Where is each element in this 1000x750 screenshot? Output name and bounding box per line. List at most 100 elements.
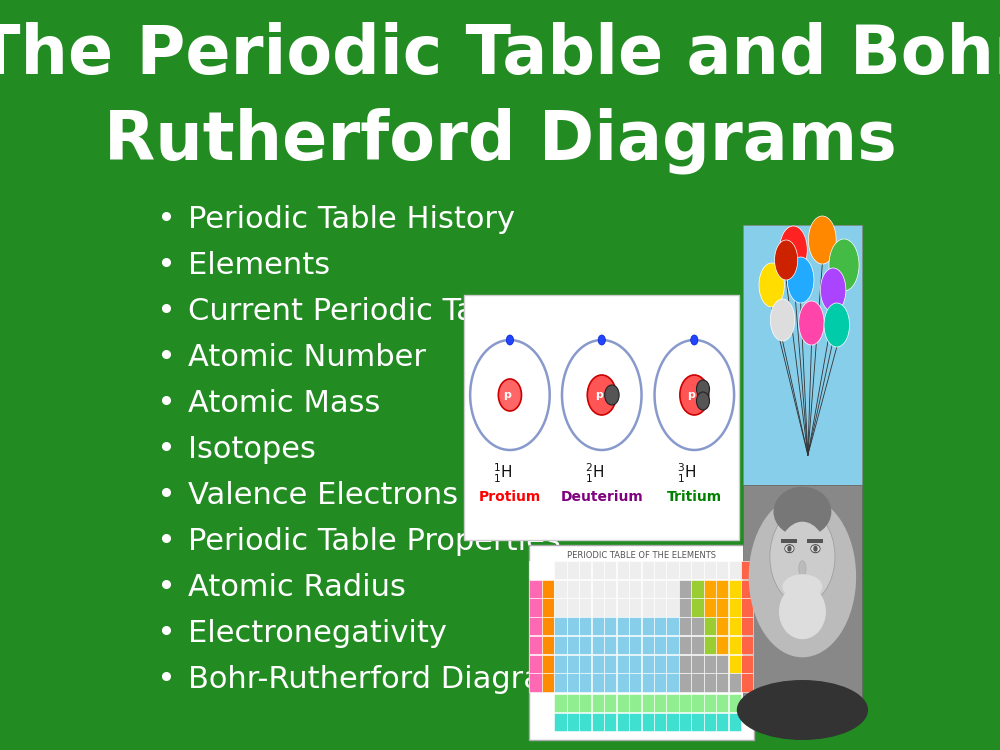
Bar	[604, 598, 616, 616]
Bar	[592, 561, 604, 579]
Bar	[592, 617, 604, 635]
Bar	[579, 674, 591, 692]
Circle shape	[506, 335, 514, 345]
Bar	[666, 561, 679, 579]
Bar	[542, 617, 554, 635]
Bar	[654, 655, 666, 673]
Bar	[604, 655, 616, 673]
Bar	[642, 598, 654, 616]
Bar	[617, 694, 629, 712]
Bar	[542, 636, 554, 654]
Ellipse shape	[824, 303, 849, 347]
Bar	[741, 580, 753, 598]
Bar	[729, 617, 741, 635]
Bar	[617, 712, 629, 731]
Text: Periodic Table History: Periodic Table History	[188, 205, 515, 234]
Bar	[592, 580, 604, 598]
Bar	[704, 674, 716, 692]
Bar	[604, 636, 616, 654]
Bar	[666, 655, 679, 673]
Ellipse shape	[799, 301, 824, 345]
Bar	[654, 694, 666, 712]
Bar	[729, 694, 741, 712]
Bar	[592, 598, 604, 616]
Text: $^1_1$H: $^1_1$H	[493, 462, 512, 485]
Bar	[554, 617, 567, 635]
Bar	[542, 598, 554, 616]
Ellipse shape	[808, 216, 836, 264]
Ellipse shape	[811, 545, 820, 552]
Bar	[654, 636, 666, 654]
Bar	[642, 580, 654, 598]
Circle shape	[696, 380, 710, 398]
Bar	[579, 561, 591, 579]
Ellipse shape	[759, 263, 784, 307]
Circle shape	[691, 335, 698, 345]
Bar	[729, 561, 741, 579]
Bar	[781, 538, 797, 543]
Bar	[567, 561, 579, 579]
Bar	[604, 674, 616, 692]
Bar	[716, 655, 728, 673]
Bar	[554, 580, 567, 598]
Bar	[716, 694, 728, 712]
Bar	[629, 580, 641, 598]
Text: Rutherford Diagrams: Rutherford Diagrams	[104, 108, 897, 175]
Text: Electronegativity: Electronegativity	[188, 619, 447, 648]
Bar	[617, 655, 629, 673]
Bar	[741, 655, 753, 673]
Ellipse shape	[776, 522, 828, 602]
Bar	[679, 655, 691, 673]
Bar	[642, 674, 654, 692]
Bar	[679, 617, 691, 635]
Bar	[679, 694, 691, 712]
Bar	[554, 561, 567, 579]
Bar	[542, 674, 554, 692]
Text: Atomic Radius: Atomic Radius	[188, 573, 406, 602]
Bar	[629, 561, 641, 579]
Bar	[704, 598, 716, 616]
Bar	[554, 655, 567, 673]
Bar	[729, 655, 741, 673]
Text: Current Periodic Table: Current Periodic Table	[188, 297, 522, 326]
Bar	[604, 561, 616, 579]
Bar	[567, 674, 579, 692]
Bar	[729, 598, 741, 616]
Bar	[567, 580, 579, 598]
Ellipse shape	[799, 561, 806, 577]
Bar	[716, 580, 728, 598]
Bar	[629, 636, 641, 654]
Bar	[666, 580, 679, 598]
Bar	[642, 694, 654, 712]
Bar	[579, 636, 591, 654]
Bar	[567, 617, 579, 635]
Ellipse shape	[779, 584, 826, 639]
Bar	[691, 617, 704, 635]
Bar	[629, 617, 641, 635]
Bar	[529, 655, 542, 673]
Bar	[592, 655, 604, 673]
Bar	[567, 694, 579, 712]
Bar	[629, 674, 641, 692]
Text: Isotopes: Isotopes	[188, 435, 316, 464]
Bar	[542, 580, 554, 598]
Bar	[691, 674, 704, 692]
Bar	[542, 655, 554, 673]
Bar	[567, 598, 579, 616]
Bar	[529, 580, 542, 598]
Bar	[629, 712, 641, 731]
Bar	[691, 694, 704, 712]
Circle shape	[680, 375, 709, 415]
Bar	[604, 694, 616, 712]
Text: Atomic Number: Atomic Number	[188, 343, 426, 372]
Circle shape	[787, 546, 792, 552]
Bar	[743, 485, 862, 700]
Bar	[666, 674, 679, 692]
Bar	[679, 561, 691, 579]
Ellipse shape	[770, 509, 835, 604]
Bar	[654, 598, 666, 616]
Bar	[716, 617, 728, 635]
Bar	[579, 617, 591, 635]
Ellipse shape	[785, 545, 794, 552]
Bar	[666, 636, 679, 654]
